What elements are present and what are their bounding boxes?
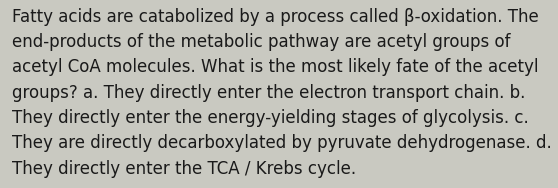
- Text: They directly enter the TCA / Krebs cycle.: They directly enter the TCA / Krebs cycl…: [12, 160, 357, 178]
- Text: They are directly decarboxylated by pyruvate dehydrogenase. d.: They are directly decarboxylated by pyru…: [12, 134, 552, 152]
- Text: groups? a. They directly enter the electron transport chain. b.: groups? a. They directly enter the elect…: [12, 84, 526, 102]
- Text: acetyl CoA molecules. What is the most likely fate of the acetyl: acetyl CoA molecules. What is the most l…: [12, 58, 539, 76]
- Text: end-products of the metabolic pathway are acetyl groups of: end-products of the metabolic pathway ar…: [12, 33, 511, 51]
- Text: Fatty acids are catabolized by a process called β-oxidation. The: Fatty acids are catabolized by a process…: [12, 8, 539, 26]
- Text: They directly enter the energy-yielding stages of glycolysis. c.: They directly enter the energy-yielding …: [12, 109, 529, 127]
